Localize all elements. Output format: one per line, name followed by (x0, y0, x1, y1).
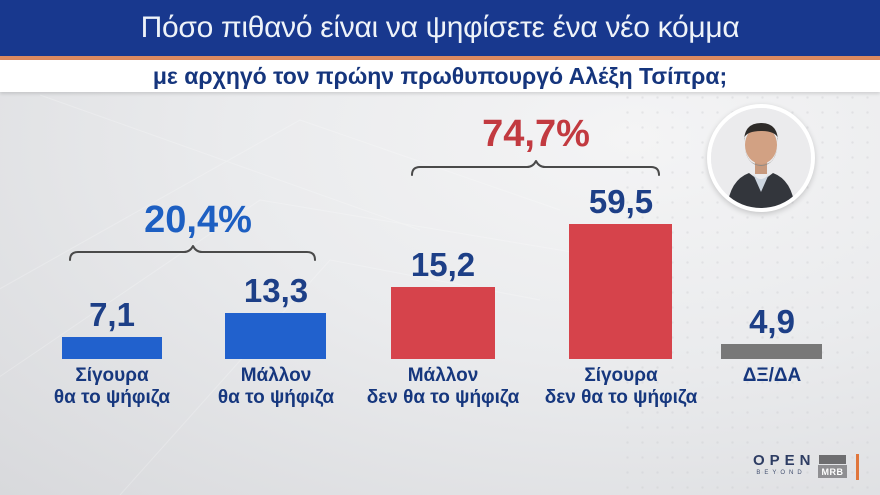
bar-value: 15,2 (410, 246, 476, 283)
orange-tick-decoration (856, 454, 859, 480)
bar-value: 7,1 (89, 296, 135, 333)
category-line: Σίγουρα (584, 365, 658, 386)
mrb-logo-bar (819, 455, 846, 464)
alexis-tsipras-portrait (707, 104, 815, 212)
bar-sigoura-tha-psifiza (62, 337, 162, 359)
question-header-bar: Πόσο πιθανό είναι να ψηφίσετε ένα νέο κό… (0, 0, 880, 56)
category-line: ΔΞ/ΔΑ (742, 365, 802, 386)
bar-value: 59,5 (588, 183, 654, 220)
group-total-likely: 20,4% (144, 199, 252, 241)
open-logo-word: OPEN (753, 452, 816, 469)
bar-value: 4,9 (749, 303, 795, 340)
open-tv-logo: OPEN BEYOND (748, 452, 816, 476)
category-label: Σίγουρα δεν θα το ψήφιζα (531, 365, 711, 409)
question-title: Πόσο πιθανό είναι να ψηφίσετε ένα νέο κό… (140, 11, 740, 44)
category-line: Μάλλον (240, 365, 312, 386)
mrb-logo-text: MRB (821, 466, 844, 477)
bar-dxda (721, 344, 822, 359)
portrait-illustration (711, 108, 811, 208)
bar-value: 13,3 (243, 272, 309, 309)
category-label: Σίγουρα θα το ψήφιζα (22, 365, 202, 409)
open-logo-tagline: BEYOND (756, 470, 806, 476)
category-line: θα το ψήφιζα (53, 387, 171, 408)
bracket-likely (69, 245, 316, 261)
category-line: δεν θα το ψήφιζα (544, 387, 698, 408)
category-label: Μάλλον δεν θα το ψήφιζα (353, 365, 533, 409)
orange-accent-strip (0, 56, 880, 60)
mrb-logo: MRB (818, 455, 847, 478)
bar-sigoura-den-tha-psifiza (569, 224, 672, 359)
group-total-unlikely: 74,7% (482, 113, 590, 155)
category-line: Μάλλον (407, 365, 479, 386)
question-subtitle: με αρχηγό τον πρώην πρωθυπουργό Αλέξη Τσ… (152, 62, 728, 89)
bar-mallon-den-tha-psifiza (391, 287, 495, 359)
bar-mallon-tha-psifiza (225, 313, 326, 359)
category-label: Μάλλον θα το ψήφιζα (186, 365, 366, 409)
category-label: ΔΞ/ΔΑ (682, 365, 862, 387)
category-line: Σίγουρα (75, 365, 149, 386)
mrb-logo-box: MRB (818, 465, 847, 478)
category-line: θα το ψήφιζα (217, 387, 335, 408)
question-subtitle-strip: με αρχηγό τον πρώην πρωθυπουργό Αλέξη Τσ… (0, 60, 880, 92)
bracket-unlikely (411, 160, 660, 176)
category-line: δεν θα το ψήφιζα (366, 387, 520, 408)
